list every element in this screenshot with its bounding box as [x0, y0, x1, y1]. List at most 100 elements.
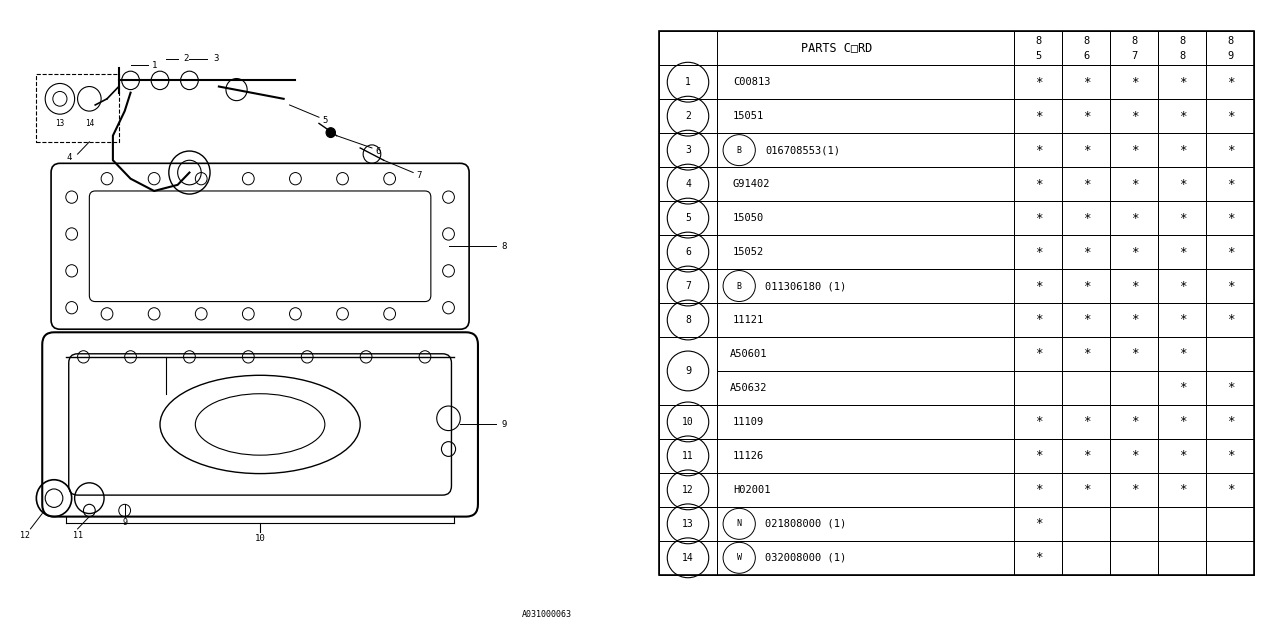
- Text: A50632: A50632: [730, 383, 767, 393]
- Bar: [1158, 473, 1207, 507]
- Bar: [1111, 541, 1158, 575]
- Bar: [1015, 337, 1062, 371]
- Text: *: *: [1034, 551, 1042, 564]
- Bar: [1062, 473, 1111, 507]
- Bar: [1111, 371, 1158, 405]
- Text: 3: 3: [214, 54, 219, 63]
- Bar: [1158, 133, 1207, 167]
- Bar: [1015, 99, 1062, 133]
- Bar: [1207, 541, 1254, 575]
- Text: *: *: [1130, 143, 1138, 157]
- Bar: [659, 507, 717, 541]
- Bar: [1158, 303, 1207, 337]
- Bar: [1111, 405, 1158, 439]
- Text: *: *: [1083, 415, 1091, 428]
- Text: *: *: [1130, 280, 1138, 292]
- Text: 8: 8: [1083, 36, 1089, 45]
- Bar: [1207, 303, 1254, 337]
- Text: *: *: [1130, 212, 1138, 225]
- Bar: [1015, 235, 1062, 269]
- Text: 1: 1: [151, 61, 156, 70]
- Bar: [1015, 541, 1062, 575]
- Text: *: *: [1034, 246, 1042, 259]
- Text: *: *: [1083, 178, 1091, 191]
- Text: 7: 7: [416, 171, 421, 180]
- Text: PARTS C□RD: PARTS C□RD: [801, 42, 873, 54]
- Text: 9: 9: [1228, 51, 1234, 61]
- Text: *: *: [1034, 178, 1042, 191]
- Bar: [1111, 201, 1158, 235]
- Bar: [1062, 65, 1111, 99]
- Text: 4: 4: [67, 153, 72, 162]
- Text: *: *: [1130, 449, 1138, 462]
- Bar: [1062, 439, 1111, 473]
- Text: *: *: [1130, 76, 1138, 89]
- Bar: [717, 405, 1015, 439]
- Bar: [1207, 99, 1254, 133]
- Text: *: *: [1226, 143, 1234, 157]
- Text: 016708553(1): 016708553(1): [765, 145, 840, 155]
- Bar: [1111, 99, 1158, 133]
- Bar: [1207, 133, 1254, 167]
- Text: *: *: [1034, 517, 1042, 531]
- Bar: [717, 99, 1015, 133]
- Text: 8: 8: [1179, 51, 1185, 61]
- Bar: [1015, 473, 1062, 507]
- Text: *: *: [1083, 246, 1091, 259]
- Text: 4: 4: [685, 179, 691, 189]
- Bar: [1111, 269, 1158, 303]
- Bar: [717, 303, 1015, 337]
- Text: 12: 12: [19, 531, 29, 540]
- Text: *: *: [1130, 246, 1138, 259]
- Text: *: *: [1034, 143, 1042, 157]
- Text: *: *: [1130, 314, 1138, 326]
- Bar: [1062, 337, 1111, 371]
- Text: 10: 10: [682, 417, 694, 427]
- Text: *: *: [1226, 212, 1234, 225]
- Bar: [1111, 235, 1158, 269]
- Text: 11121: 11121: [733, 315, 764, 325]
- Bar: [1062, 371, 1111, 405]
- Bar: [1158, 65, 1207, 99]
- Text: 15051: 15051: [733, 111, 764, 121]
- Text: *: *: [1179, 449, 1187, 462]
- Text: *: *: [1034, 449, 1042, 462]
- Bar: [1015, 31, 1062, 65]
- Text: 13: 13: [682, 519, 694, 529]
- Bar: [1207, 269, 1254, 303]
- Bar: [1158, 269, 1207, 303]
- Bar: [1015, 405, 1062, 439]
- Text: *: *: [1179, 143, 1187, 157]
- Text: 8: 8: [685, 315, 691, 325]
- Text: 5: 5: [1036, 51, 1042, 61]
- Bar: [1111, 439, 1158, 473]
- Text: 8: 8: [1036, 36, 1042, 45]
- Bar: [1111, 65, 1158, 99]
- Bar: [1158, 337, 1207, 371]
- Text: B: B: [737, 282, 741, 291]
- Text: *: *: [1083, 280, 1091, 292]
- Text: 6: 6: [375, 147, 380, 156]
- Bar: [1062, 303, 1111, 337]
- Text: *: *: [1226, 449, 1234, 462]
- Bar: [1062, 405, 1111, 439]
- Bar: [1158, 405, 1207, 439]
- Bar: [1111, 133, 1158, 167]
- Text: *: *: [1179, 212, 1187, 225]
- Text: 8: 8: [1228, 36, 1234, 45]
- Bar: [659, 235, 717, 269]
- Text: 10: 10: [255, 534, 265, 543]
- Text: *: *: [1179, 483, 1187, 497]
- Text: 14: 14: [84, 119, 93, 128]
- Bar: [659, 167, 717, 201]
- Text: 11: 11: [73, 531, 83, 540]
- Bar: [717, 473, 1015, 507]
- Bar: [1062, 269, 1111, 303]
- Text: *: *: [1226, 483, 1234, 497]
- Bar: [1062, 235, 1111, 269]
- Bar: [1207, 337, 1254, 371]
- Bar: [1015, 133, 1062, 167]
- Text: 13: 13: [55, 119, 64, 128]
- Text: 011306180 (1): 011306180 (1): [765, 281, 846, 291]
- Bar: [1062, 133, 1111, 167]
